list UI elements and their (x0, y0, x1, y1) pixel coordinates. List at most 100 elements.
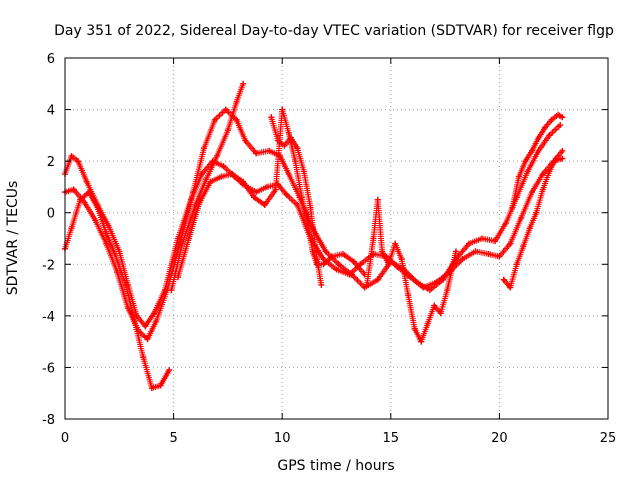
x-tick-label: 0 (61, 431, 69, 446)
data-point (379, 248, 386, 255)
x-tick-label: 10 (274, 431, 291, 446)
data-point (507, 240, 514, 247)
data-point (68, 225, 75, 232)
data-point (229, 171, 236, 178)
data-point (261, 201, 268, 208)
data-point (201, 145, 208, 152)
data-point (513, 261, 520, 268)
data-point (294, 145, 301, 152)
data-point (546, 168, 553, 175)
data-point (77, 196, 84, 203)
data-point (294, 201, 301, 208)
data-point (185, 235, 192, 242)
data-point (174, 235, 181, 242)
chart-title: Day 351 of 2022, Sidereal Day-to-day VTE… (54, 23, 614, 39)
x-tick-label: 20 (491, 431, 508, 446)
data-point (305, 222, 312, 229)
data-point (557, 122, 564, 129)
plot-frame (64, 57, 609, 420)
ticks: 0 5 10 15 20 25 -8 -6 -4 -2 0 2 4 6 (42, 52, 616, 446)
data-point (233, 98, 240, 105)
data-point (279, 106, 286, 113)
data-point (211, 116, 218, 123)
data-point (413, 279, 420, 286)
y-tick-label: -8 (42, 413, 55, 428)
data-point (559, 155, 566, 162)
y-tick-label: 0 (47, 207, 55, 222)
data-point (320, 256, 327, 263)
data-point (322, 248, 329, 255)
data-point (174, 274, 181, 281)
data-point (539, 171, 546, 178)
data-point (240, 80, 247, 87)
data-point (370, 235, 377, 242)
series-9 (268, 114, 325, 288)
data-point (103, 240, 110, 247)
data-point (190, 189, 197, 196)
data-point (418, 338, 425, 345)
data-point (196, 199, 203, 206)
data-point (509, 204, 516, 211)
data-point (263, 183, 270, 190)
y-tick-label: -4 (42, 310, 55, 325)
data-point (166, 367, 173, 374)
series-trail (62, 189, 172, 392)
data-point (385, 261, 392, 268)
series-5 (174, 106, 368, 281)
data-point (559, 114, 566, 121)
data-point (526, 225, 533, 232)
series-4 (168, 80, 247, 294)
data-point (274, 137, 281, 144)
data-point (444, 287, 451, 294)
data-point (144, 336, 151, 343)
data-point (492, 238, 499, 245)
data-point (535, 147, 542, 154)
data-point (340, 250, 347, 257)
data-point (203, 176, 210, 183)
data-point (542, 124, 549, 131)
data-point (250, 194, 257, 201)
series-trail (500, 149, 565, 291)
x-axis-label: GPS time / hours (277, 458, 394, 474)
data-point (555, 111, 562, 118)
data-point (179, 240, 186, 247)
data-point (75, 158, 82, 165)
data-point (424, 320, 431, 327)
data-point (546, 132, 553, 139)
data-point (313, 256, 320, 263)
data-point (528, 147, 535, 154)
data-point (242, 137, 249, 144)
data-point (452, 248, 459, 255)
data-point (309, 248, 316, 255)
data-point (218, 173, 225, 180)
data-point (528, 189, 535, 196)
data-point (559, 147, 566, 154)
data-point (485, 250, 492, 257)
data-point (507, 284, 514, 291)
data-point (320, 261, 327, 268)
y-tick-label: 2 (47, 155, 55, 170)
data-point (224, 127, 231, 134)
data-point (439, 276, 446, 283)
data-point (83, 178, 90, 185)
data-point (103, 230, 110, 237)
data-point (348, 271, 355, 278)
x-tick-label: 5 (169, 431, 177, 446)
y-axis-label: SDTVAR / TECUs (5, 181, 21, 296)
data-point (85, 189, 92, 196)
data-point (220, 163, 227, 170)
data-point (548, 116, 555, 123)
data-point (151, 310, 158, 317)
data-point (515, 173, 522, 180)
data-point (300, 168, 307, 175)
data-point (70, 186, 77, 193)
data-point (157, 382, 164, 389)
data-point (111, 250, 118, 257)
data-point (153, 318, 160, 325)
data-point (68, 152, 75, 159)
data-point (266, 147, 273, 154)
data-point (496, 253, 503, 260)
data-point (233, 116, 240, 123)
data-point (333, 266, 340, 273)
